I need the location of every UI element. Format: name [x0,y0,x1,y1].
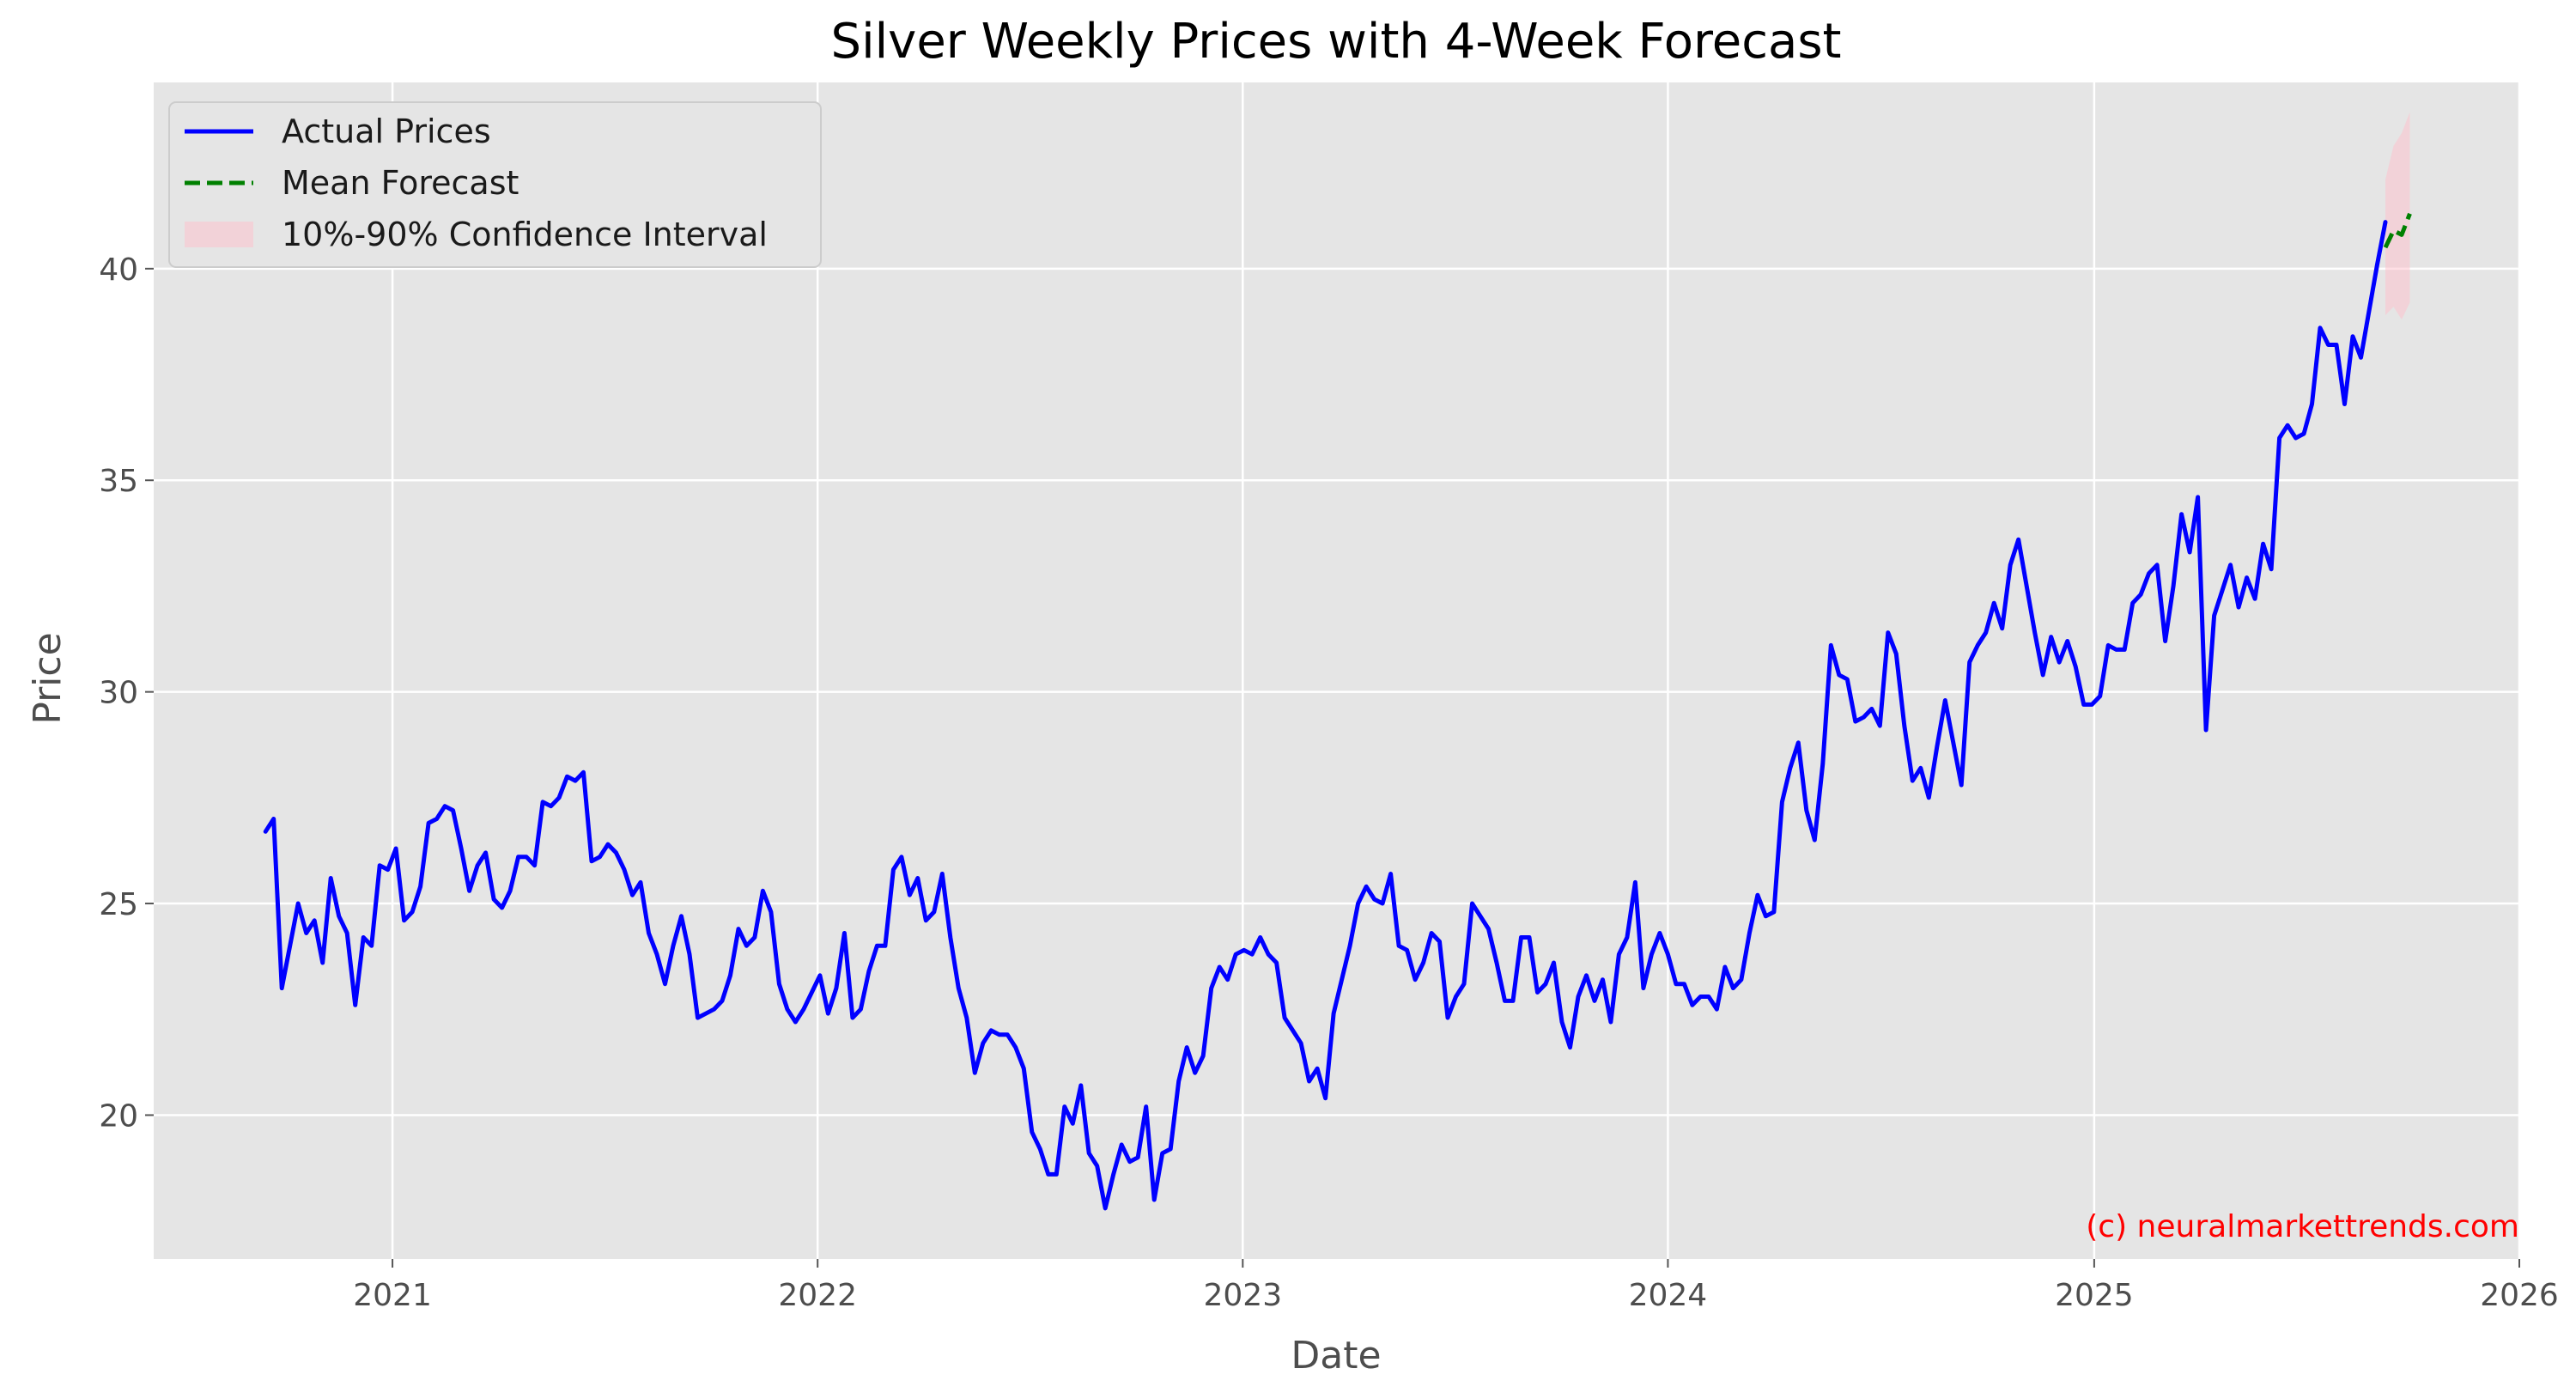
actual-prices-line [263,220,2388,1211]
x-tick-label: 2023 [1203,1278,1282,1313]
y-axis-label: Price [26,632,70,724]
x-tick-label: 2026 [2480,1278,2559,1313]
x-tick-label: 2024 [1629,1278,1708,1313]
legend-label-forecast: Mean Forecast [282,164,519,202]
chart-title: Silver Weekly Prices with 4-Week Forecas… [831,14,1842,70]
legend-label-actual: Actual Prices [282,113,491,150]
legend-swatch-confidence [185,222,253,247]
watermark-text: (c) neuralmarkettrends.com [2086,1209,2519,1244]
x-tick-label: 2022 [778,1278,857,1313]
x-tick-label: 2025 [2055,1278,2134,1313]
series-layer [263,212,2412,1211]
y-tick-label: 30 [99,676,138,711]
y-tick-label: 35 [99,464,138,499]
legend-label-confidence: 10%-90% Confidence Interval [282,216,768,253]
plot-area [154,82,2519,1259]
legend-box [168,101,822,268]
legend: Actual Prices Mean Forecast 10%-90% Conf… [168,101,822,268]
y-tick-label: 20 [99,1098,138,1134]
confidence-band [2385,112,2410,319]
y-tick-label: 40 [99,252,138,288]
confidence-band-layer [2385,112,2410,319]
gridlines [154,82,2521,1259]
x-tick-label: 2021 [353,1278,432,1313]
y-tick-label: 25 [99,887,138,922]
mean-forecast-line [2383,212,2412,249]
x-axis-label: Date [1291,1334,1381,1378]
